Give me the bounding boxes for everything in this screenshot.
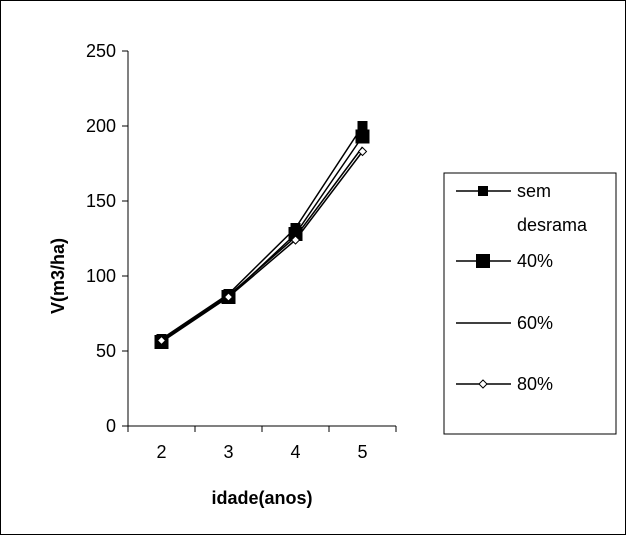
x-axis-ticks: 2 3 4 5 [127,426,397,462]
series-line [161,146,364,342]
x-axis-title: idade(anos) [211,488,312,508]
legend-item: sem desrama [456,181,588,235]
series-line [161,136,364,343]
data-point [288,227,303,241]
series-2 [154,129,370,349]
y-tick-label: 0 [106,416,116,436]
y-tick-label: 100 [86,266,116,286]
series-4 [156,146,368,346]
series-line [161,151,364,342]
axes [127,51,396,427]
y-tick-label: 250 [86,41,116,61]
x-tick-label: 5 [357,442,367,462]
series-layer [154,121,370,349]
y-axis-title: V(m3/ha) [48,238,68,314]
data-point [290,235,301,245]
series-3 [161,146,364,342]
legend-swatch-marker [478,379,488,389]
legend-swatch-marker [478,186,488,196]
y-axis-ticks: 0 50 100 150 200 250 [86,41,128,436]
legend-box [443,172,617,435]
y-tick-label: 50 [96,341,116,361]
series-line [161,125,364,340]
legend: sem desrama 40% 60% 80% [443,172,617,435]
legend-label: 60% [517,313,553,333]
legend-label: 80% [517,374,553,394]
x-tick-label: 4 [290,442,300,462]
data-point [357,146,368,157]
legend-item: 40% [456,251,553,271]
x-tick-label: 2 [156,442,166,462]
data-point [156,335,167,346]
data-point [355,129,370,144]
data-point [357,121,368,131]
legend-item: 80% [456,374,553,394]
x-tick-label: 3 [223,442,233,462]
legend-item: 60% [456,313,553,333]
y-tick-label: 200 [86,116,116,136]
legend-swatch-marker [476,254,490,268]
legend-label: 40% [517,251,553,271]
y-tick-label: 150 [86,191,116,211]
legend-label: sem desrama [517,181,588,235]
series-1 [156,121,368,344]
data-point [223,292,234,302]
